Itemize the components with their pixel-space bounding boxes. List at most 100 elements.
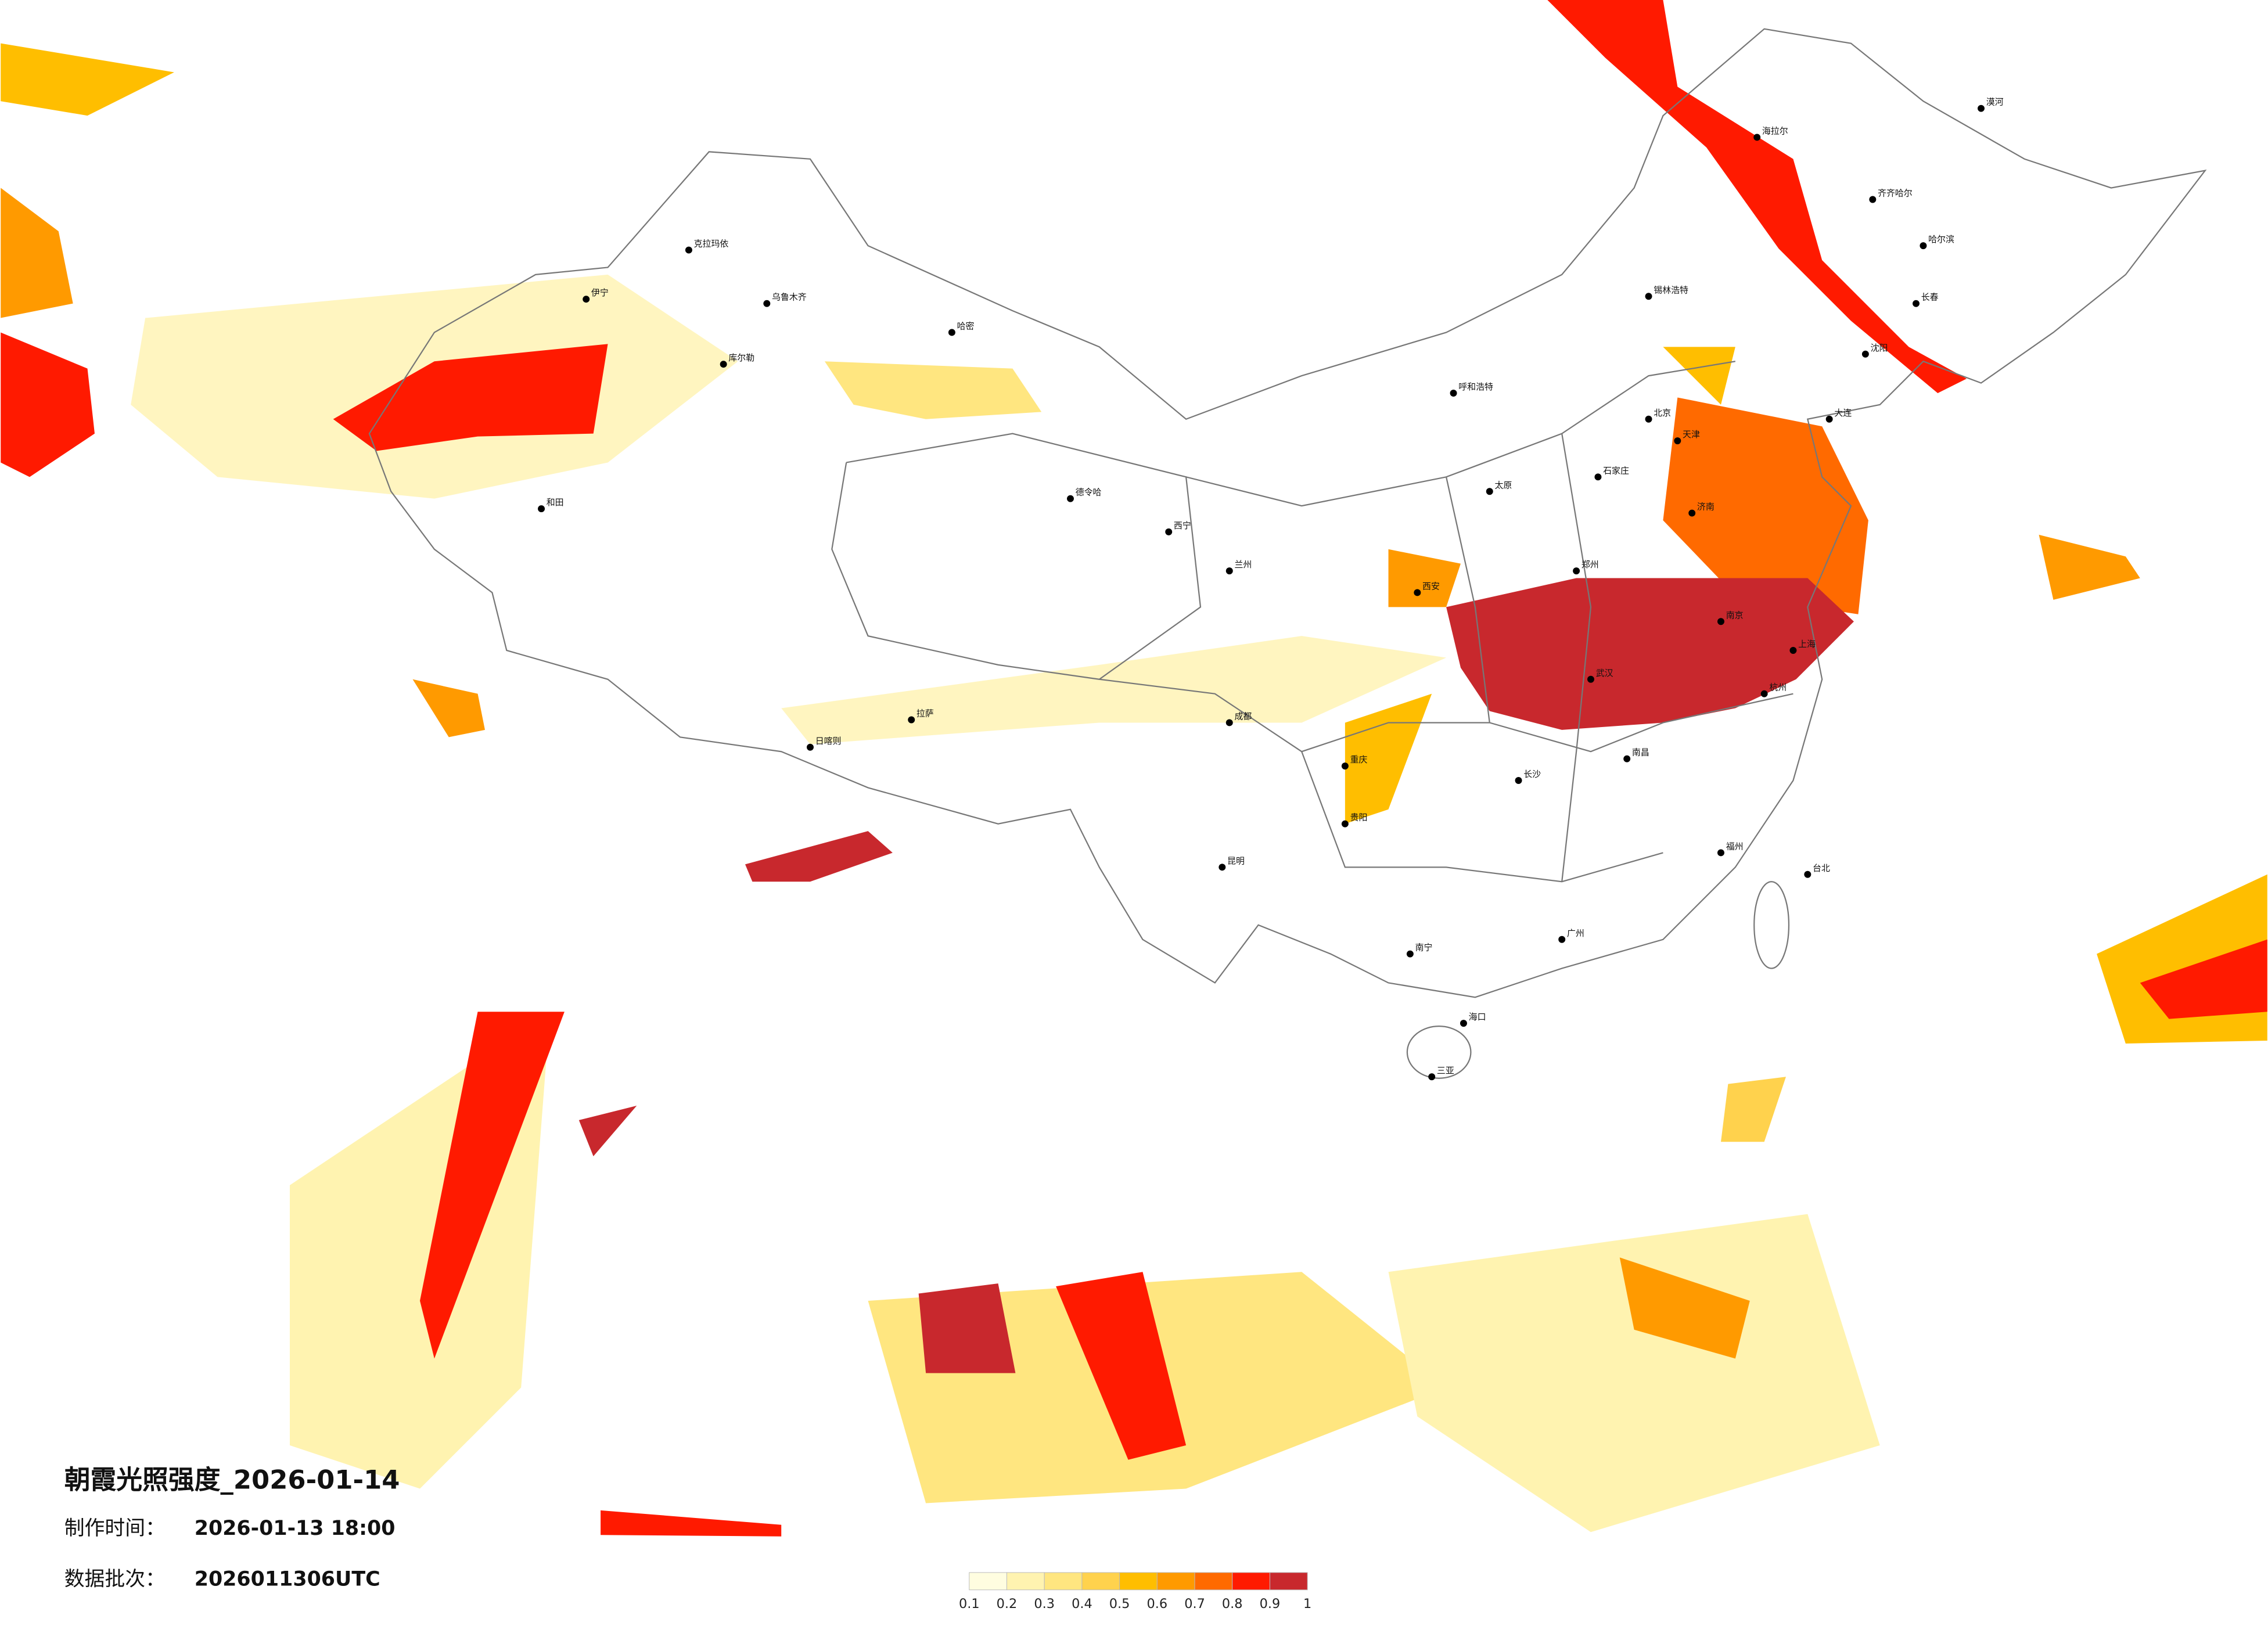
city-label: 漠河 bbox=[1986, 97, 2004, 107]
city-dot bbox=[1825, 415, 1833, 423]
city-dot bbox=[1594, 473, 1602, 481]
city-label: 呼和浩特 bbox=[1458, 382, 1493, 392]
city-label: 太原 bbox=[1494, 480, 1512, 490]
city-label: 郑州 bbox=[1582, 559, 1599, 570]
heat-area bbox=[745, 831, 893, 882]
city-label: 海口 bbox=[1469, 1012, 1486, 1022]
colorbar-box bbox=[1044, 1572, 1083, 1591]
city-dot bbox=[1406, 950, 1414, 958]
city-label: 天津 bbox=[1683, 429, 1700, 440]
city-label: 德令哈 bbox=[1076, 487, 1102, 498]
city-label: 南京 bbox=[1726, 610, 1744, 620]
colorbar-tick-label: 0.1 bbox=[959, 1596, 980, 1611]
city-label: 日喀则 bbox=[815, 736, 842, 746]
city-dot bbox=[583, 296, 590, 303]
city-dot bbox=[1414, 589, 1421, 596]
city-label: 克拉玛依 bbox=[694, 239, 729, 249]
city-dot bbox=[1165, 528, 1173, 535]
city-label: 杭州 bbox=[1769, 682, 1787, 693]
city-label: 成都 bbox=[1234, 711, 1252, 721]
heat-layer bbox=[1, 0, 2267, 1537]
heat-area bbox=[1388, 1214, 1880, 1533]
colorbar-tick-label: 0.6 bbox=[1147, 1596, 1168, 1611]
colorbar-box bbox=[1006, 1572, 1045, 1591]
city-label: 石家庄 bbox=[1603, 465, 1629, 476]
heat-area bbox=[1619, 1257, 1750, 1359]
heat-area bbox=[1388, 549, 1461, 607]
city-dot bbox=[1861, 350, 1869, 358]
city-dot bbox=[1920, 242, 1927, 250]
city-label: 长沙 bbox=[1523, 769, 1541, 779]
colorbar-tick-label: 0.9 bbox=[1260, 1596, 1281, 1611]
colorbar-tick-label: 0.8 bbox=[1222, 1596, 1243, 1611]
city-label: 福州 bbox=[1726, 841, 1744, 851]
made-time-value: 2026-01-13 18:00 bbox=[195, 1517, 396, 1540]
city-dot bbox=[807, 743, 814, 751]
city-label: 济南 bbox=[1697, 502, 1715, 512]
batch-value: 2026011306UTC bbox=[195, 1567, 380, 1591]
colorbar-tick-label: 0.7 bbox=[1184, 1596, 1205, 1611]
city-dot bbox=[1688, 509, 1696, 517]
city-dot bbox=[1341, 820, 1349, 828]
city-label: 哈密 bbox=[957, 321, 975, 331]
heat-area bbox=[419, 1012, 565, 1359]
boundaries bbox=[368, 28, 2207, 1079]
heat-area bbox=[1, 332, 95, 477]
city-label: 海拉尔 bbox=[1762, 125, 1788, 136]
city-dot bbox=[1717, 618, 1724, 625]
city-label: 长春 bbox=[1921, 292, 1939, 303]
city-label: 西安 bbox=[1422, 581, 1440, 591]
city-label: 锡林浩特 bbox=[1654, 285, 1688, 295]
city-dot bbox=[1558, 936, 1566, 943]
city-dot bbox=[1225, 567, 1233, 575]
city-dot bbox=[1623, 755, 1631, 762]
colorbar-box bbox=[1232, 1572, 1270, 1591]
city-label: 武汉 bbox=[1596, 668, 1613, 678]
province-border bbox=[831, 433, 1202, 680]
city-label: 齐齐哈尔 bbox=[1878, 188, 1913, 199]
city-label: 南昌 bbox=[1632, 747, 1649, 758]
heat-area bbox=[1, 43, 174, 116]
heat-area bbox=[333, 344, 608, 451]
city-dot bbox=[1978, 105, 1985, 112]
city-label: 广州 bbox=[1567, 928, 1584, 938]
city-dot bbox=[1450, 390, 1457, 397]
city-label: 沈阳 bbox=[1871, 343, 1888, 353]
city-label: 台北 bbox=[1813, 863, 1830, 873]
city-dot bbox=[1645, 415, 1652, 423]
heat-area bbox=[1547, 0, 1967, 393]
made-time-label: 制作时间： bbox=[64, 1517, 166, 1540]
city-label: 乌鲁木齐 bbox=[772, 292, 807, 303]
city-label: 贵阳 bbox=[1350, 812, 1368, 823]
heat-area bbox=[1720, 1077, 1786, 1142]
heat-area bbox=[918, 1283, 1016, 1373]
city-label: 大连 bbox=[1834, 408, 1852, 418]
city-dot bbox=[1717, 849, 1724, 857]
city-label: 伊宁 bbox=[591, 287, 609, 298]
heat-area bbox=[1663, 397, 1868, 614]
heat-area bbox=[781, 636, 1447, 744]
city-dot bbox=[1515, 777, 1522, 784]
city-dot bbox=[1587, 675, 1594, 683]
city-dot bbox=[1225, 719, 1233, 726]
city-dot bbox=[538, 505, 545, 513]
colorbar-box bbox=[1156, 1572, 1195, 1591]
colorbar-box bbox=[1119, 1572, 1158, 1591]
colorbar-box bbox=[1194, 1572, 1233, 1591]
island-outline bbox=[1753, 881, 1790, 969]
city-label: 库尔勒 bbox=[728, 352, 754, 363]
city-dot bbox=[1913, 300, 1920, 307]
colorbar: 0.1 0.2 0.3 0.4 0.5 0.6 0.7 0.8 0.9 1 bbox=[959, 1572, 1311, 1611]
city-dot bbox=[1804, 870, 1811, 878]
heat-area bbox=[578, 1106, 637, 1157]
colorbar-tick-label: 0.4 bbox=[1072, 1596, 1092, 1611]
city-dot bbox=[1753, 134, 1761, 141]
colorbar-tick-label: 0.5 bbox=[1109, 1596, 1130, 1611]
country-outline bbox=[368, 28, 2207, 998]
heat-area bbox=[1056, 1272, 1187, 1460]
province-border bbox=[1099, 678, 1793, 753]
province-border bbox=[1185, 361, 1736, 507]
city-label: 西宁 bbox=[1174, 520, 1191, 531]
city-dot bbox=[1460, 1020, 1467, 1027]
